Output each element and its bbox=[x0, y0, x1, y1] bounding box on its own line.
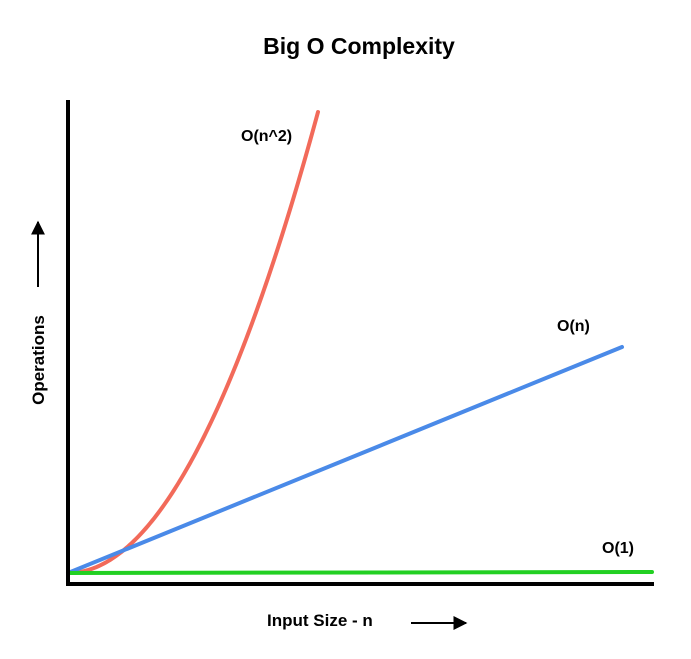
series-line-o-n-squared bbox=[66, 110, 320, 575]
x-axis-label: Input Size - n bbox=[267, 611, 373, 630]
series-label-o-1: O(1) bbox=[602, 540, 634, 557]
series-line-o-1 bbox=[66, 570, 654, 575]
chart-title: Big O Complexity bbox=[263, 33, 455, 59]
series-label-o-n: O(n) bbox=[557, 318, 590, 335]
series-line-o-n bbox=[66, 345, 624, 575]
series-layer bbox=[66, 110, 654, 575]
y-axis-label: Operations bbox=[29, 315, 48, 405]
series-label-o-n-squared: O(n^2) bbox=[241, 128, 292, 145]
